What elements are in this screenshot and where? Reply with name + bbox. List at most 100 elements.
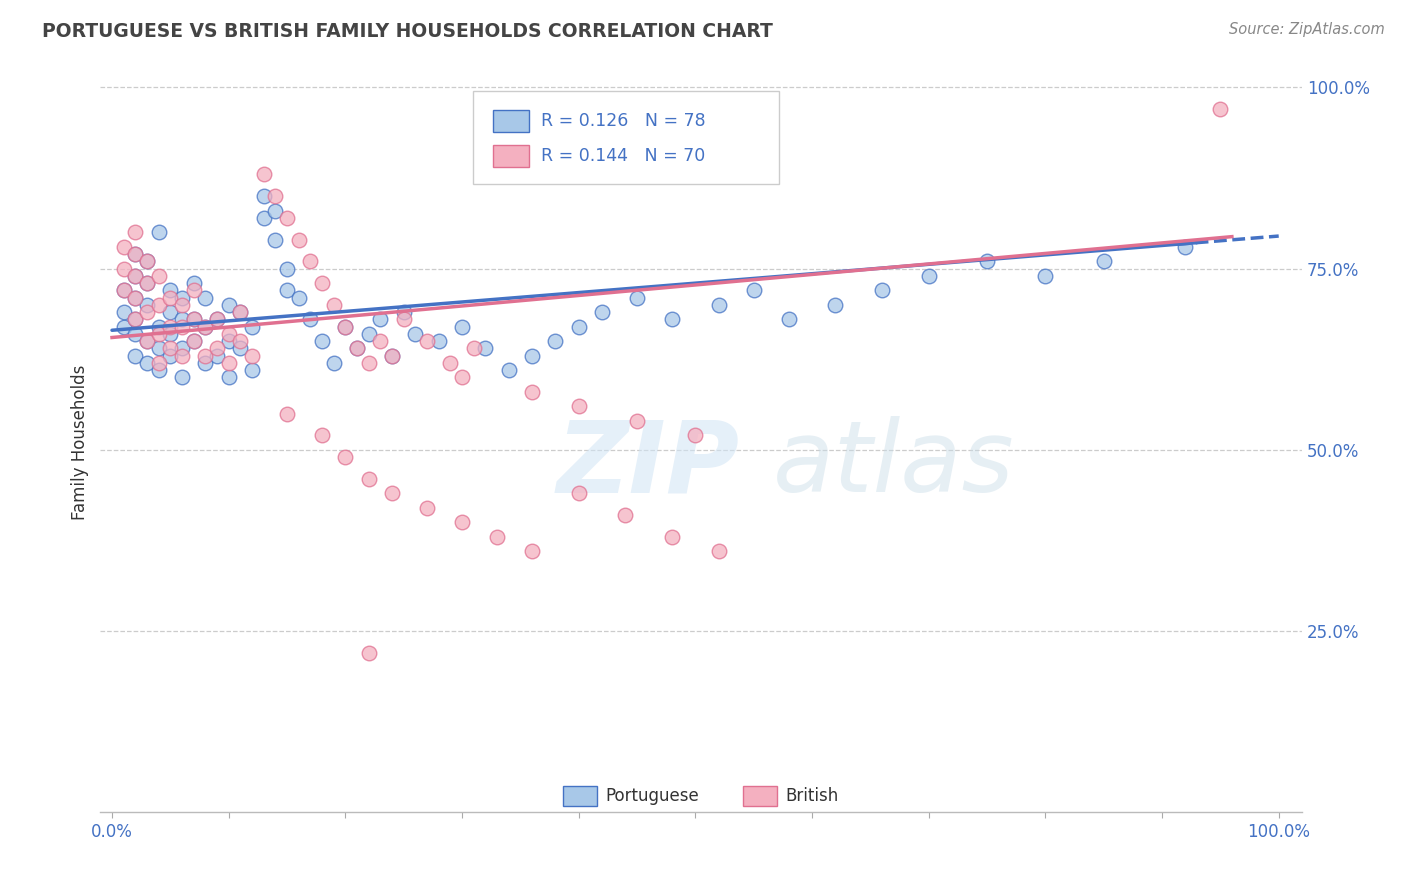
Point bbox=[1092, 254, 1115, 268]
Point bbox=[474, 342, 496, 356]
Text: PORTUGUESE VS BRITISH FAMILY HOUSEHOLDS CORRELATION CHART: PORTUGUESE VS BRITISH FAMILY HOUSEHOLDS … bbox=[42, 22, 773, 41]
Point bbox=[520, 384, 543, 399]
Point bbox=[276, 284, 298, 298]
Point bbox=[159, 305, 181, 319]
Point bbox=[194, 291, 217, 305]
Point bbox=[264, 233, 287, 247]
Point bbox=[778, 312, 800, 326]
Point bbox=[824, 298, 846, 312]
Point bbox=[253, 189, 276, 203]
Point bbox=[148, 319, 170, 334]
Point bbox=[124, 268, 146, 283]
Point bbox=[1035, 268, 1057, 283]
Point bbox=[287, 291, 309, 305]
Point bbox=[661, 312, 683, 326]
Point bbox=[112, 284, 135, 298]
Text: Source: ZipAtlas.com: Source: ZipAtlas.com bbox=[1229, 22, 1385, 37]
Point bbox=[159, 284, 181, 298]
Point bbox=[218, 370, 240, 384]
Point bbox=[404, 326, 426, 341]
Point bbox=[1174, 240, 1197, 254]
Point bbox=[205, 312, 228, 326]
Text: ZIP: ZIP bbox=[557, 417, 740, 513]
Point bbox=[451, 319, 474, 334]
Point bbox=[544, 334, 567, 348]
Point bbox=[707, 544, 730, 558]
Point bbox=[218, 334, 240, 348]
Point bbox=[159, 291, 181, 305]
Point bbox=[229, 334, 252, 348]
Y-axis label: Family Households: Family Households bbox=[72, 365, 89, 520]
Point bbox=[112, 240, 135, 254]
Point bbox=[311, 276, 333, 290]
Point bbox=[205, 349, 228, 363]
Point bbox=[870, 284, 893, 298]
Point bbox=[381, 486, 404, 500]
Point bbox=[392, 312, 415, 326]
Point bbox=[976, 254, 998, 268]
Point bbox=[124, 312, 146, 326]
Point bbox=[568, 400, 591, 414]
Point bbox=[322, 356, 344, 370]
Point bbox=[170, 298, 193, 312]
Point bbox=[170, 291, 193, 305]
Point bbox=[148, 363, 170, 377]
Point bbox=[124, 247, 146, 261]
Point bbox=[112, 284, 135, 298]
Point bbox=[205, 342, 228, 356]
Point bbox=[381, 349, 404, 363]
Point bbox=[136, 334, 159, 348]
Point bbox=[486, 530, 509, 544]
Point bbox=[357, 356, 380, 370]
Point bbox=[707, 298, 730, 312]
Point bbox=[311, 428, 333, 442]
Point bbox=[626, 291, 648, 305]
Point bbox=[194, 319, 217, 334]
FancyBboxPatch shape bbox=[472, 92, 779, 184]
Point bbox=[194, 349, 217, 363]
Point bbox=[148, 268, 170, 283]
Point bbox=[148, 356, 170, 370]
Point bbox=[148, 326, 170, 341]
Text: British: British bbox=[786, 787, 838, 805]
Point bbox=[112, 319, 135, 334]
Point bbox=[346, 342, 368, 356]
Bar bbox=[494, 110, 529, 132]
Point bbox=[498, 363, 520, 377]
Point bbox=[335, 319, 357, 334]
Point bbox=[253, 168, 276, 182]
Point bbox=[240, 319, 263, 334]
Point bbox=[205, 312, 228, 326]
Point bbox=[183, 284, 205, 298]
Point bbox=[170, 342, 193, 356]
Text: atlas: atlas bbox=[773, 417, 1015, 513]
Point bbox=[136, 305, 159, 319]
Point bbox=[159, 342, 181, 356]
Point bbox=[742, 284, 765, 298]
Point bbox=[194, 356, 217, 370]
Point bbox=[218, 356, 240, 370]
Point bbox=[170, 312, 193, 326]
Point bbox=[276, 407, 298, 421]
Point bbox=[311, 334, 333, 348]
Point bbox=[124, 291, 146, 305]
Point bbox=[170, 370, 193, 384]
Point bbox=[124, 312, 146, 326]
Point bbox=[240, 363, 263, 377]
Point bbox=[427, 334, 450, 348]
Point bbox=[124, 349, 146, 363]
Point bbox=[136, 276, 159, 290]
Point bbox=[183, 334, 205, 348]
Point bbox=[240, 349, 263, 363]
Point bbox=[170, 319, 193, 334]
Point bbox=[661, 530, 683, 544]
Point bbox=[357, 472, 380, 486]
Point bbox=[136, 254, 159, 268]
Point bbox=[148, 342, 170, 356]
Point bbox=[253, 211, 276, 225]
Point bbox=[112, 305, 135, 319]
Point bbox=[416, 500, 439, 515]
Point bbox=[136, 254, 159, 268]
Point bbox=[276, 211, 298, 225]
Bar bbox=[562, 786, 596, 806]
